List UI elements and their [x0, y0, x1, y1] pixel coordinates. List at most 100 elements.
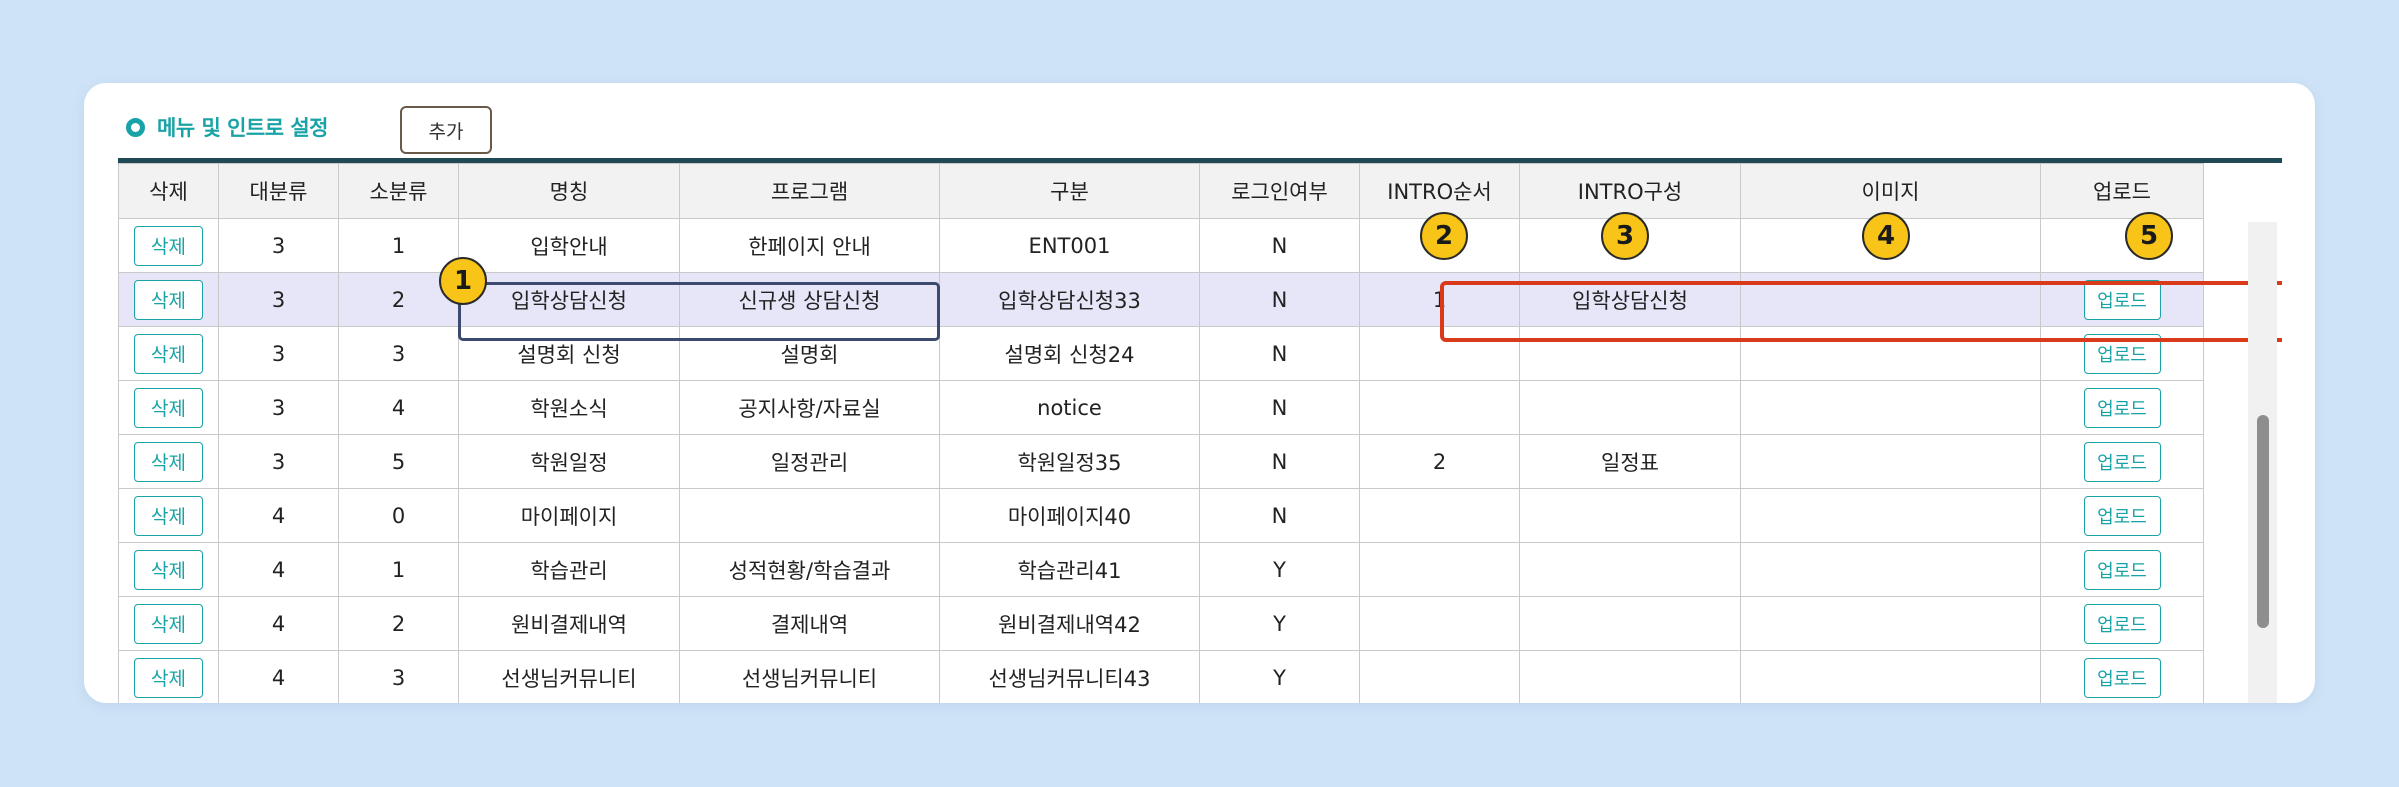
delete-button[interactable]: 삭제	[134, 225, 203, 266]
header-login: 로그인여부	[1199, 163, 1360, 219]
cell-major: 4	[218, 542, 339, 597]
cell-major: 4	[218, 596, 339, 651]
header-intro-config: INTRO구성	[1519, 163, 1741, 219]
cell-login: N	[1199, 380, 1360, 435]
header-program: 프로그램	[679, 163, 940, 219]
cell-login: Y	[1199, 542, 1360, 597]
cell-program: 공지사항/자료실	[679, 380, 940, 435]
cell-image	[1740, 596, 2041, 651]
cell-image	[1740, 488, 2041, 543]
cell-type: ENT001	[939, 218, 1200, 273]
delete-button[interactable]: 삭제	[134, 387, 203, 428]
cell-delete: 삭제	[118, 488, 219, 543]
delete-button[interactable]: 삭제	[134, 495, 203, 536]
header-intro-order: INTRO순서	[1359, 163, 1520, 219]
cell-image	[1740, 272, 2041, 327]
header-type: 구분	[939, 163, 1200, 219]
cell-minor: 3	[338, 326, 459, 381]
cell-intro-config	[1519, 326, 1741, 381]
upload-button[interactable]: 업로드	[2083, 495, 2161, 536]
upload-button[interactable]: 업로드	[2083, 603, 2161, 644]
cell-upload: 업로드	[2040, 272, 2204, 327]
delete-button[interactable]: 삭제	[134, 279, 203, 320]
add-button[interactable]: 추가	[400, 106, 492, 154]
cell-type: 입학상담신청33	[939, 272, 1200, 327]
cell-delete: 삭제	[118, 218, 219, 273]
cell-program: 결제내역	[679, 596, 940, 651]
upload-button[interactable]: 업로드	[2083, 441, 2161, 482]
table-row[interactable]: 삭제 4 2 원비결제내역 결제내역 원비결제내역42 Y 업로드	[118, 596, 2204, 651]
circle-bullet-icon	[126, 117, 145, 137]
table-row[interactable]: 삭제 3 1 입학안내 한페이지 안내 ENT001 N	[118, 218, 2204, 273]
cell-intro-config	[1519, 380, 1741, 435]
cell-image	[1740, 434, 2041, 489]
upload-button[interactable]: 업로드	[2083, 279, 2161, 320]
cell-delete: 삭제	[118, 650, 219, 703]
table-row[interactable]: 삭제 3 5 학원일정 일정관리 학원일정35 N 2 일정표 업로드	[118, 434, 2204, 489]
upload-button[interactable]: 업로드	[2083, 333, 2161, 374]
cell-name: 학원일정	[458, 434, 680, 489]
delete-button[interactable]: 삭제	[134, 333, 203, 374]
cell-delete: 삭제	[118, 380, 219, 435]
delete-button[interactable]: 삭제	[134, 657, 203, 698]
table-row[interactable]: 삭제 3 3 설명회 신청 설명회 설명회 신청24 N 업로드	[118, 326, 2204, 381]
cell-program	[679, 488, 940, 543]
cell-program: 선생님커뮤니티	[679, 650, 940, 703]
delete-button[interactable]: 삭제	[134, 441, 203, 482]
cell-login: N	[1199, 434, 1360, 489]
upload-button[interactable]: 업로드	[2083, 657, 2161, 698]
scrollbar-thumb[interactable]	[2257, 415, 2269, 628]
cell-type: 선생님커뮤니티43	[939, 650, 1200, 703]
table-row[interactable]: 삭제 4 1 학습관리 성적현황/학습결과 학습관리41 Y 업로드	[118, 542, 2204, 597]
cell-name: 선생님커뮤니티	[458, 650, 680, 703]
cell-delete: 삭제	[118, 326, 219, 381]
cell-intro-config	[1519, 596, 1741, 651]
section-header: 메뉴 및 인트로 설정	[126, 105, 329, 149]
cell-type: 원비결제내역42	[939, 596, 1200, 651]
cell-image	[1740, 542, 2041, 597]
table-row[interactable]: 삭제 4 3 선생님커뮤니티 선생님커뮤니티 선생님커뮤니티43 Y 업로드	[118, 650, 2204, 703]
cell-delete: 삭제	[118, 542, 219, 597]
cell-upload: 업로드	[2040, 380, 2204, 435]
cell-program: 성적현황/학습결과	[679, 542, 940, 597]
cell-name: 설명회 신청	[458, 326, 680, 381]
header-minor: 소분류	[338, 163, 459, 219]
cell-minor: 5	[338, 434, 459, 489]
cell-intro-config	[1519, 488, 1741, 543]
cell-type: 학습관리41	[939, 542, 1200, 597]
cell-program: 한페이지 안내	[679, 218, 940, 273]
cell-name: 학원소식	[458, 380, 680, 435]
vertical-scrollbar[interactable]	[2248, 222, 2277, 703]
cell-name: 학습관리	[458, 542, 680, 597]
cell-login: N	[1199, 218, 1360, 273]
cell-image	[1740, 326, 2041, 381]
cell-intro-config: 일정표	[1519, 434, 1741, 489]
upload-button[interactable]: 업로드	[2083, 549, 2161, 590]
cell-minor: 0	[338, 488, 459, 543]
header-name: 명칭	[458, 163, 680, 219]
annotation-badge-3: 3	[1601, 212, 1649, 260]
table-row[interactable]: 삭제 4 0 마이페이지 마이페이지40 N 업로드	[118, 488, 2204, 543]
cell-upload: 업로드	[2040, 650, 2204, 703]
cell-major: 4	[218, 488, 339, 543]
upload-button[interactable]: 업로드	[2083, 387, 2161, 428]
cell-name: 마이페이지	[458, 488, 680, 543]
delete-button[interactable]: 삭제	[134, 549, 203, 590]
section-title: 메뉴 및 인트로 설정	[157, 116, 329, 140]
delete-button[interactable]: 삭제	[134, 603, 203, 644]
cell-major: 4	[218, 650, 339, 703]
cell-intro-config	[1519, 542, 1741, 597]
cell-login: Y	[1199, 650, 1360, 703]
cell-delete: 삭제	[118, 272, 219, 327]
cell-intro-order	[1359, 380, 1520, 435]
cell-delete: 삭제	[118, 596, 219, 651]
cell-upload: 업로드	[2040, 488, 2204, 543]
menu-table-container: 삭제 대분류 소분류 명칭 프로그램 구분 로그인여부 INTRO순서 INTRO구성 이미지 업로…	[118, 158, 2282, 703]
table-row[interactable]: 삭제 3 4 학원소식 공지사항/자료실 notice N 업로드	[118, 380, 2204, 435]
cell-major: 3	[218, 434, 339, 489]
cell-upload: 업로드	[2040, 542, 2204, 597]
cell-name: 원비결제내역	[458, 596, 680, 651]
table-row[interactable]: 삭제 3 2 입학상담신청 신규생 상담신청 입학상담신청33 N 1 입학상담신청 업로드	[118, 272, 2204, 327]
cell-intro-config	[1519, 650, 1741, 703]
cell-major: 3	[218, 326, 339, 381]
